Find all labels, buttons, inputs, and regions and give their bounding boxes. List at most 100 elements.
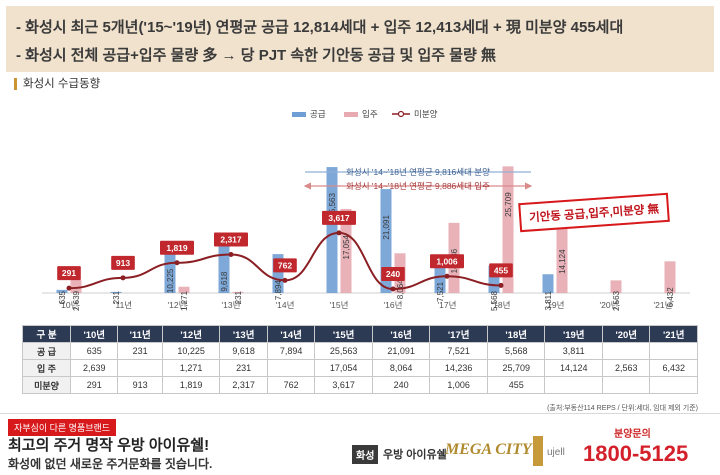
unsold-point (174, 260, 180, 266)
table-header-cell: '20년 (601, 325, 651, 343)
supply-bar (326, 167, 338, 293)
movein-bar (502, 166, 514, 293)
table-row: 입 주 2,639 1,271 231 17,054 8,064 14,236 25,709 1… (22, 359, 698, 377)
movein-bar-label: 2,563 (612, 290, 621, 311)
brand-name: 우방 아이유쉘 (383, 449, 447, 461)
table-header-cell: '10년 (69, 325, 119, 343)
unsold-label-box (381, 267, 405, 282)
movein-bar-label: 1,271 (180, 290, 189, 311)
table-cell: 635 (69, 342, 119, 360)
supply-bar (434, 255, 446, 293)
table-cell: 913 (117, 376, 163, 394)
table-cell (649, 342, 698, 360)
inquiry-label: 분양문의 (614, 429, 651, 440)
unsold-point (66, 285, 72, 291)
supply-bar-label: 635 (58, 290, 67, 304)
movein-bar-label: 14,124 (558, 249, 567, 274)
unsold-label: 3,617 (328, 213, 350, 223)
x-tick-label: '15년 (330, 300, 349, 310)
megacity-logo: MEGA CITY (445, 441, 532, 458)
table-header-cell: '19년 (544, 325, 603, 343)
movein-bar (70, 280, 82, 293)
x-tick-label: '12년 (168, 300, 187, 310)
footer-banner: 자부심이 다른 명품브랜드 최고의 주거 명작 우방 아이유쉘! 화성에 없던 … (0, 413, 720, 475)
table-cell: 2,563 (601, 359, 651, 377)
table-corner: 구 분 (22, 325, 71, 343)
unsold-label: 2,317 (220, 234, 242, 244)
unsold-label: 1,006 (436, 256, 458, 266)
table-cell: 17,054 (314, 359, 373, 377)
supply-bar-label: 231 (112, 290, 121, 304)
table-cell (601, 376, 651, 394)
table-cell: 291 (69, 376, 119, 394)
supply-bar-label: 7,894 (274, 280, 283, 301)
table-cell: 7,894 (266, 342, 316, 360)
x-tick-label: '21년 (654, 300, 673, 310)
unsold-label: 913 (116, 258, 130, 268)
table-cell: 8,064 (371, 359, 431, 377)
footer-headline: 최고의 주거 명작 우방 아이유쉘! (8, 437, 210, 454)
supply-bar (110, 291, 122, 293)
table-cell: 10,225 (161, 342, 221, 360)
table-cell: 1,271 (161, 359, 221, 377)
supply-bar-label: 3,811 (544, 290, 553, 310)
table-cell: 9,618 (219, 342, 268, 360)
table-row-label: 입 주 (22, 359, 71, 377)
movein-bar-label: 231 (234, 290, 243, 304)
movein-bar (664, 261, 676, 293)
legend-label-unsold: 미분양 (414, 109, 438, 119)
x-tick-label: '20년 (600, 300, 619, 310)
unsold-label: 291 (62, 268, 76, 278)
table-header-cell: '13년 (219, 325, 268, 343)
unsold-point (498, 282, 504, 288)
ujell-logo-icon (533, 436, 543, 466)
callout-box (518, 192, 670, 233)
legend-label-movein: 입주 (362, 109, 378, 119)
unsold-label-box (160, 240, 194, 255)
table-header-cell: '11년 (117, 325, 163, 343)
table-cell (117, 359, 163, 377)
data-table-wrap: 구 분 '10년 '11년 '12년 '13년 '14년 '15년 '16년 '17년 '18년… (22, 325, 698, 394)
unsold-line (68, 231, 502, 291)
table-cell (649, 376, 698, 394)
table-cell: 1,819 (161, 376, 221, 394)
table-row: 미분양 291 913 1,819 2,317 762 3,617 240 1,006 455 (22, 376, 698, 394)
movein-bar (556, 223, 568, 293)
table-cell: 1,006 (429, 376, 488, 394)
x-tick-label: '14년 (276, 300, 295, 310)
supply-bar (380, 189, 392, 293)
supply-bar (164, 242, 176, 293)
table-header-cell: '14년 (266, 325, 316, 343)
footer-subline: 화성에 없던 새로운 주거문화를 짓습니다. (8, 457, 213, 471)
summary-header: - 화성시 최근 5개년('15~'19년) 연평균 공급 12,814세대 +… (6, 6, 714, 72)
table-cell: 240 (371, 376, 431, 394)
movein-bar (340, 208, 352, 293)
table-cell: 231 (117, 342, 163, 360)
unsold-label: 240 (386, 269, 400, 279)
table-cell: 455 (486, 376, 546, 394)
summary-line-1: - 화성시 최근 5개년('15~'19년) 연평균 공급 12,814세대 +… (16, 19, 624, 36)
unsold-point (336, 230, 342, 236)
table-cell: 3,617 (314, 376, 373, 394)
supply-bar (488, 265, 500, 293)
legend-swatch-supply (292, 112, 306, 117)
x-tick-label: '11년 (114, 300, 132, 310)
movein-bar (178, 286, 190, 293)
table-cell: 25,709 (486, 359, 546, 377)
movein-bar-label: 2,639 (72, 290, 81, 311)
table-row-label: 미분양 (22, 376, 71, 394)
movein-bar (232, 291, 244, 293)
region-tag: 화성 (352, 445, 379, 464)
table-header-cell: '17년 (429, 325, 488, 343)
phone-number[interactable]: 1800-5125 (583, 441, 689, 466)
table-cell: 2,639 (69, 359, 119, 377)
table-header-cell: '16년 (371, 325, 431, 343)
x-tick-label: '13년 (222, 300, 241, 310)
x-tick-label: '16년 (384, 300, 403, 310)
unsold-point (444, 273, 450, 279)
supply-bar-label: 21,091 (382, 215, 391, 240)
brand-badge: 자부심이 다른 명품브랜드 (8, 419, 117, 436)
table-cell (544, 376, 603, 394)
unsold-label: 455 (494, 265, 508, 275)
summary-line-2: - 화성시 전체 공급+입주 물량 多 → 당 PJT 속한 기안동 공급 및 … (16, 47, 496, 64)
